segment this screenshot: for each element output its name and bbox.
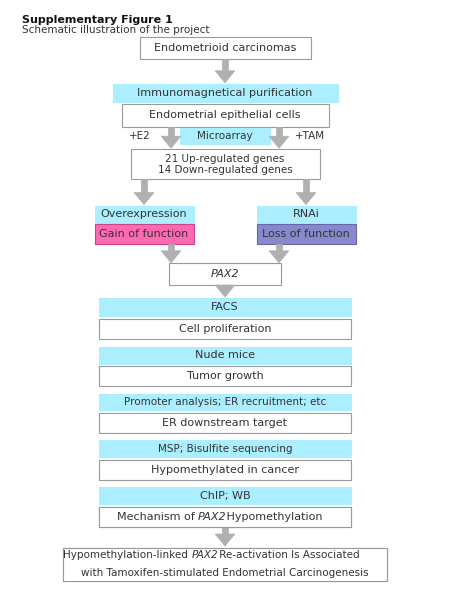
FancyBboxPatch shape — [99, 440, 351, 457]
FancyBboxPatch shape — [168, 244, 174, 251]
FancyBboxPatch shape — [222, 59, 228, 71]
FancyBboxPatch shape — [169, 263, 281, 285]
Text: Loss of function: Loss of function — [262, 229, 350, 239]
FancyBboxPatch shape — [99, 366, 351, 386]
Polygon shape — [161, 136, 181, 148]
Polygon shape — [215, 71, 235, 83]
Text: Schematic illustration of the project: Schematic illustration of the project — [22, 25, 210, 35]
Text: Hypomethylated in cancer: Hypomethylated in cancer — [151, 465, 299, 475]
FancyBboxPatch shape — [140, 37, 310, 59]
Text: Endometrioid carcinomas: Endometrioid carcinomas — [154, 43, 296, 53]
FancyBboxPatch shape — [99, 506, 351, 527]
Text: PAX2: PAX2 — [191, 550, 218, 560]
Polygon shape — [134, 193, 154, 205]
FancyBboxPatch shape — [256, 206, 356, 223]
Text: Cell proliferation: Cell proliferation — [179, 324, 271, 334]
Text: Nude mice: Nude mice — [195, 350, 255, 360]
FancyBboxPatch shape — [99, 460, 351, 480]
Text: +TAM: +TAM — [295, 131, 325, 141]
FancyBboxPatch shape — [168, 127, 174, 136]
Text: Overexpression: Overexpression — [101, 209, 187, 219]
FancyBboxPatch shape — [276, 244, 282, 251]
FancyBboxPatch shape — [99, 347, 351, 364]
FancyBboxPatch shape — [256, 224, 356, 244]
FancyBboxPatch shape — [63, 547, 387, 581]
Text: PAX2: PAX2 — [211, 269, 239, 279]
Text: +E2: +E2 — [129, 131, 151, 141]
FancyBboxPatch shape — [94, 206, 194, 223]
Text: Promoter analysis; ER recruitment; etc: Promoter analysis; ER recruitment; etc — [124, 397, 326, 407]
Text: with Tamoxifen-stimulated Endometrial Carcinogenesis: with Tamoxifen-stimulated Endometrial Ca… — [81, 568, 369, 578]
Text: Mechanism of: Mechanism of — [117, 512, 198, 521]
Text: Tumor growth: Tumor growth — [187, 371, 263, 381]
FancyBboxPatch shape — [99, 413, 351, 433]
Text: Immunomagnetical purification: Immunomagnetical purification — [137, 88, 313, 98]
Text: MSP; Bisulfite sequencing: MSP; Bisulfite sequencing — [158, 444, 292, 454]
Text: ER downstream target: ER downstream target — [162, 418, 288, 428]
Polygon shape — [161, 251, 181, 263]
Text: Re-activation Is Associated: Re-activation Is Associated — [216, 550, 360, 560]
FancyBboxPatch shape — [99, 487, 351, 504]
Text: Hypomethylation-linked: Hypomethylation-linked — [63, 550, 191, 560]
FancyBboxPatch shape — [222, 527, 228, 534]
FancyBboxPatch shape — [112, 84, 338, 102]
Polygon shape — [215, 534, 235, 546]
FancyBboxPatch shape — [141, 179, 147, 193]
Text: Endometrial epithelial cells: Endometrial epithelial cells — [149, 110, 301, 120]
Text: Hypomethylation: Hypomethylation — [223, 512, 322, 521]
Text: 21 Up-regulated genes
14 Down-regulated genes: 21 Up-regulated genes 14 Down-regulated … — [158, 154, 292, 175]
Polygon shape — [215, 285, 235, 297]
Text: Microarray: Microarray — [197, 131, 253, 141]
Text: PAX2: PAX2 — [198, 512, 227, 521]
Text: Mechanism of PAX2 Hypomethylation: Mechanism of PAX2 Hypomethylation — [121, 512, 329, 521]
FancyBboxPatch shape — [180, 128, 270, 144]
FancyBboxPatch shape — [99, 506, 351, 527]
Polygon shape — [296, 193, 316, 205]
FancyBboxPatch shape — [303, 179, 309, 193]
FancyBboxPatch shape — [99, 394, 351, 410]
Text: RNAi: RNAi — [292, 209, 320, 219]
Text: Hypomethylation-linked PAX2 Re-activation Is Associated
with Tamoxifen-stimulate: Hypomethylation-linked PAX2 Re-activatio… — [76, 553, 374, 575]
FancyBboxPatch shape — [130, 149, 320, 179]
Text: Gain of function: Gain of function — [99, 229, 189, 239]
FancyBboxPatch shape — [63, 547, 387, 581]
Polygon shape — [269, 251, 289, 263]
Text: ChIP; WB: ChIP; WB — [200, 491, 250, 500]
Text: FACS: FACS — [211, 302, 239, 312]
Text: Supplementary Figure 1: Supplementary Figure 1 — [22, 15, 173, 25]
FancyBboxPatch shape — [276, 127, 282, 136]
FancyBboxPatch shape — [99, 298, 351, 316]
FancyBboxPatch shape — [94, 224, 194, 244]
FancyBboxPatch shape — [122, 104, 328, 127]
FancyBboxPatch shape — [99, 319, 351, 338]
Polygon shape — [269, 136, 289, 148]
